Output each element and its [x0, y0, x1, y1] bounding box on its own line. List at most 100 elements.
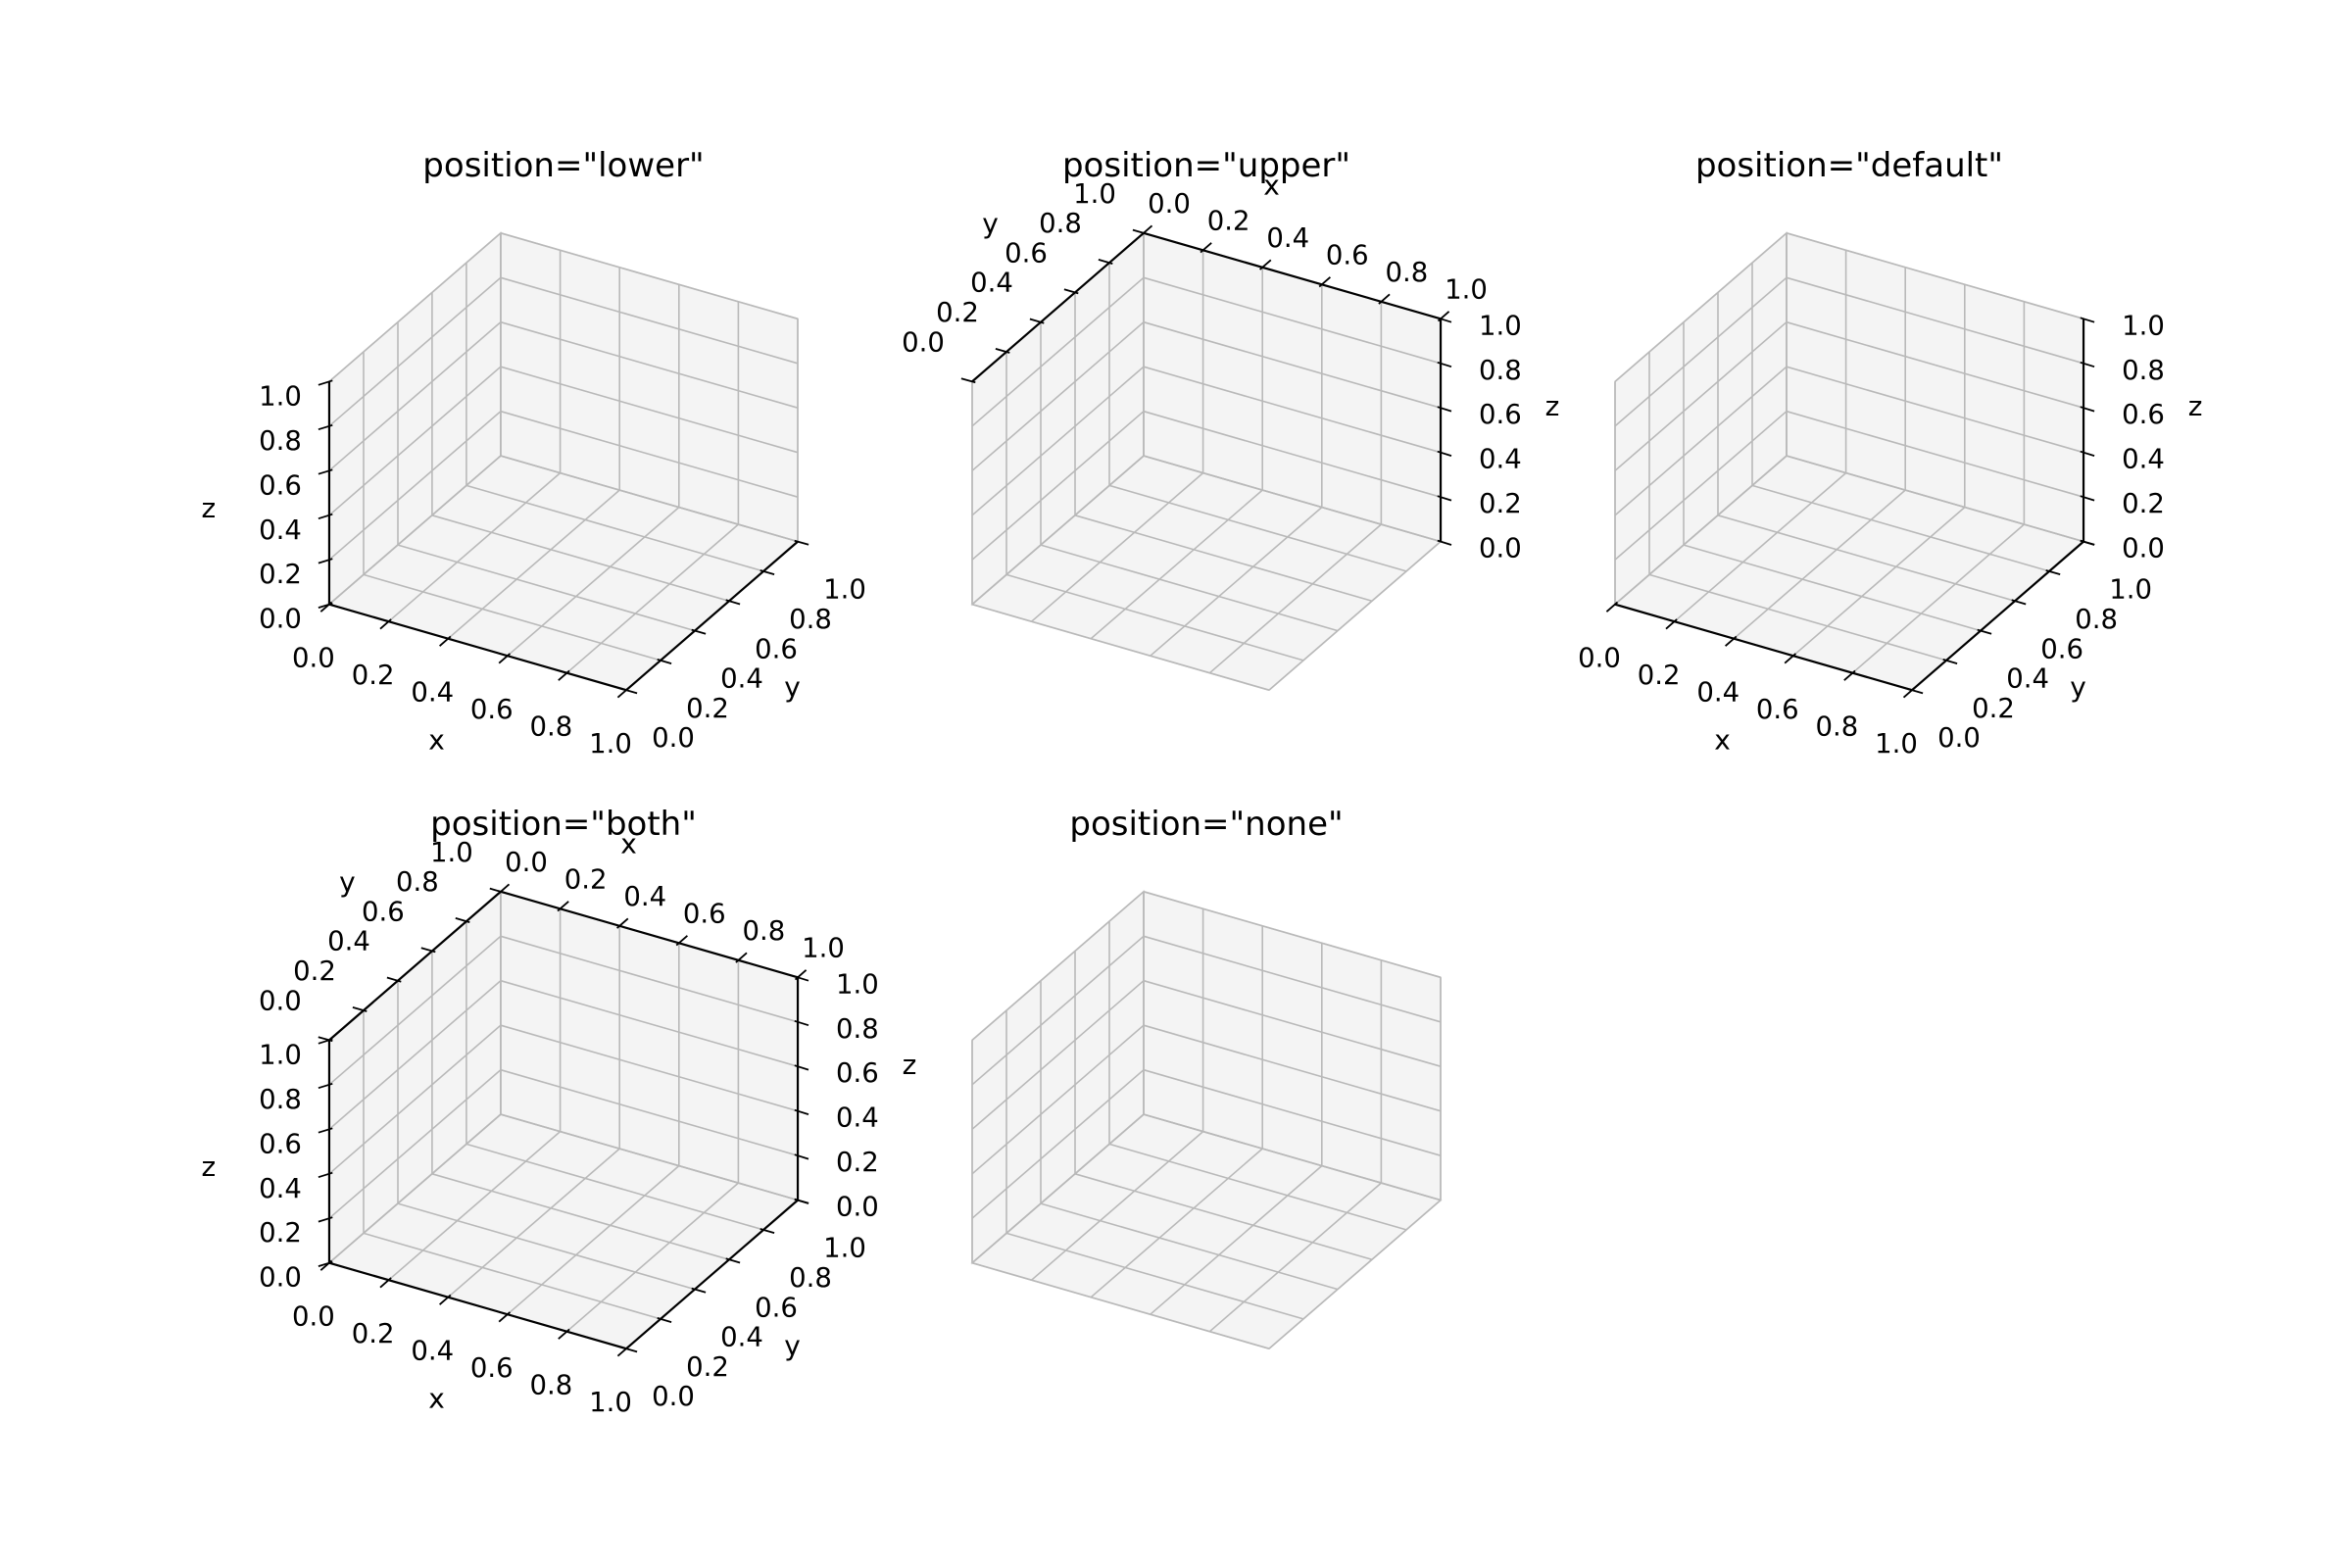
axis-label-y: y: [982, 208, 999, 240]
grid-line: [500, 1113, 799, 1201]
tick-label: 0.6: [2122, 399, 2165, 430]
grid-line: [500, 455, 799, 543]
subplot-lower: 0.00.20.40.60.81.0x 0.00.20.40.60.81.0y0.…: [202, 230, 866, 760]
tick-mark: [420, 947, 436, 954]
tick-label: 0.6: [755, 1292, 798, 1323]
axis-line: [971, 231, 1145, 383]
z-axis-left: 0.0 0.2 0.4 0.6 0.8 1.0 z: [202, 379, 333, 635]
tick-label: 0.6: [683, 898, 726, 929]
tick-label: 0.0: [259, 985, 302, 1016]
tick-mark: [1437, 361, 1452, 368]
tick-label: 0.2: [686, 1351, 729, 1383]
tick-mark: [691, 628, 707, 635]
tick-mark: [2045, 569, 2061, 575]
tick-mark: [725, 599, 741, 606]
axis-line: [1911, 540, 2084, 692]
tick-label: 0.4: [1266, 222, 1309, 254]
subplot-both: 0.00.20.40.60.81.0x0.00.20.40.60.81.0x0.…: [202, 828, 917, 1419]
grid-line: [1614, 411, 1788, 561]
tick-mark: [386, 976, 402, 983]
tick-label: 0.0: [2122, 533, 2165, 564]
tick-label: 0.8: [789, 1262, 832, 1294]
grid-line: [328, 232, 502, 383]
tick-label: 0.6: [1326, 239, 1369, 270]
tick-label: 0.2: [836, 1147, 879, 1178]
tick-label: 0.8: [530, 1370, 573, 1401]
grid-line: [1614, 455, 1788, 606]
tick-mark: [439, 635, 452, 647]
axis-label-z: z: [202, 1151, 217, 1183]
tick-mark: [498, 653, 511, 664]
grid-line: [1143, 276, 1442, 365]
grid-line: [363, 1232, 662, 1320]
grid-line: [1851, 523, 2025, 674]
tick-label: 0.0: [259, 604, 302, 635]
grid-line: [363, 573, 662, 662]
grid-line: [466, 484, 764, 572]
tick-label: 1.0: [823, 1233, 866, 1264]
axis-line: [328, 603, 627, 692]
cube-panes: [970, 230, 1443, 692]
axis-line: [328, 890, 502, 1042]
grid-line: [1268, 1199, 1442, 1349]
tick-label: 1.0: [259, 380, 302, 412]
tick-mark: [960, 377, 976, 384]
tick-mark: [2080, 539, 2095, 546]
grid-line: [971, 1024, 1145, 1175]
grid-line: [1090, 489, 1263, 640]
tick-label: 0.2: [1207, 205, 1250, 236]
subplot-title-default: position="default": [1694, 146, 2004, 185]
tick-mark: [794, 1198, 809, 1204]
grid-line: [507, 1164, 680, 1315]
tick-mark: [622, 1347, 638, 1353]
tick-mark: [455, 917, 470, 923]
tick-label: 0.8: [1479, 355, 1522, 386]
tick-label: 0.0: [902, 326, 945, 358]
subplot-title-lower: position="lower": [422, 146, 705, 185]
axis-label-y: y: [784, 670, 801, 703]
tick-label: 1.0: [1073, 178, 1116, 210]
tick-label: 1.0: [430, 837, 473, 868]
grid-line: [328, 321, 502, 471]
grid-line: [1143, 891, 1442, 979]
grid-line: [1040, 1202, 1339, 1291]
tick-mark: [691, 1287, 707, 1294]
tick-mark: [352, 1006, 368, 1012]
tick-label: 0.6: [2040, 633, 2083, 664]
x-axis-lower: 0.0 0.2 0.4 0.6 0.8 1.0 x: [292, 1259, 632, 1418]
tick-mark: [1318, 276, 1331, 288]
grid-line: [1674, 471, 1847, 622]
tick-label: 0.8: [259, 1084, 302, 1115]
tick-label: 0.6: [362, 896, 405, 927]
axis-line: [500, 890, 799, 979]
grid-line: [1683, 544, 1982, 632]
axis-line: [328, 1261, 627, 1350]
tick-label: 0.6: [755, 633, 798, 664]
tick-label: 0.4: [411, 677, 454, 709]
grid-line: [500, 979, 799, 1067]
grid-line: [1031, 471, 1204, 622]
tick-label: 1.0: [823, 574, 866, 606]
grid-line: [328, 1069, 502, 1219]
tick-mark: [1437, 317, 1452, 323]
tick-label: 0.4: [2006, 663, 2049, 695]
subplot-title-none: position="none": [1069, 805, 1344, 844]
tick-mark: [657, 659, 672, 664]
tick-mark: [995, 348, 1010, 354]
subplot-default: 0.00.20.40.60.81.0x 0.00.20.40.60.81.0y0.…: [1578, 230, 2202, 760]
tick-mark: [725, 1257, 741, 1264]
y-axis-lower: 0.00.20.40.60.81.0 y: [1908, 539, 2152, 754]
tick-mark: [1437, 450, 1452, 457]
grid-line: [1268, 540, 1442, 691]
grid-line: [971, 603, 1270, 691]
tick-mark: [1977, 628, 1992, 635]
tick-label: 0.2: [352, 660, 395, 691]
axis-line: [1614, 603, 1913, 692]
tick-mark: [318, 1171, 333, 1179]
tick-mark: [318, 1082, 333, 1090]
grid-line: [1143, 979, 1442, 1067]
tick-mark: [1378, 293, 1391, 305]
tick-mark: [1605, 601, 1619, 612]
tick-label: 1.0: [589, 728, 632, 760]
